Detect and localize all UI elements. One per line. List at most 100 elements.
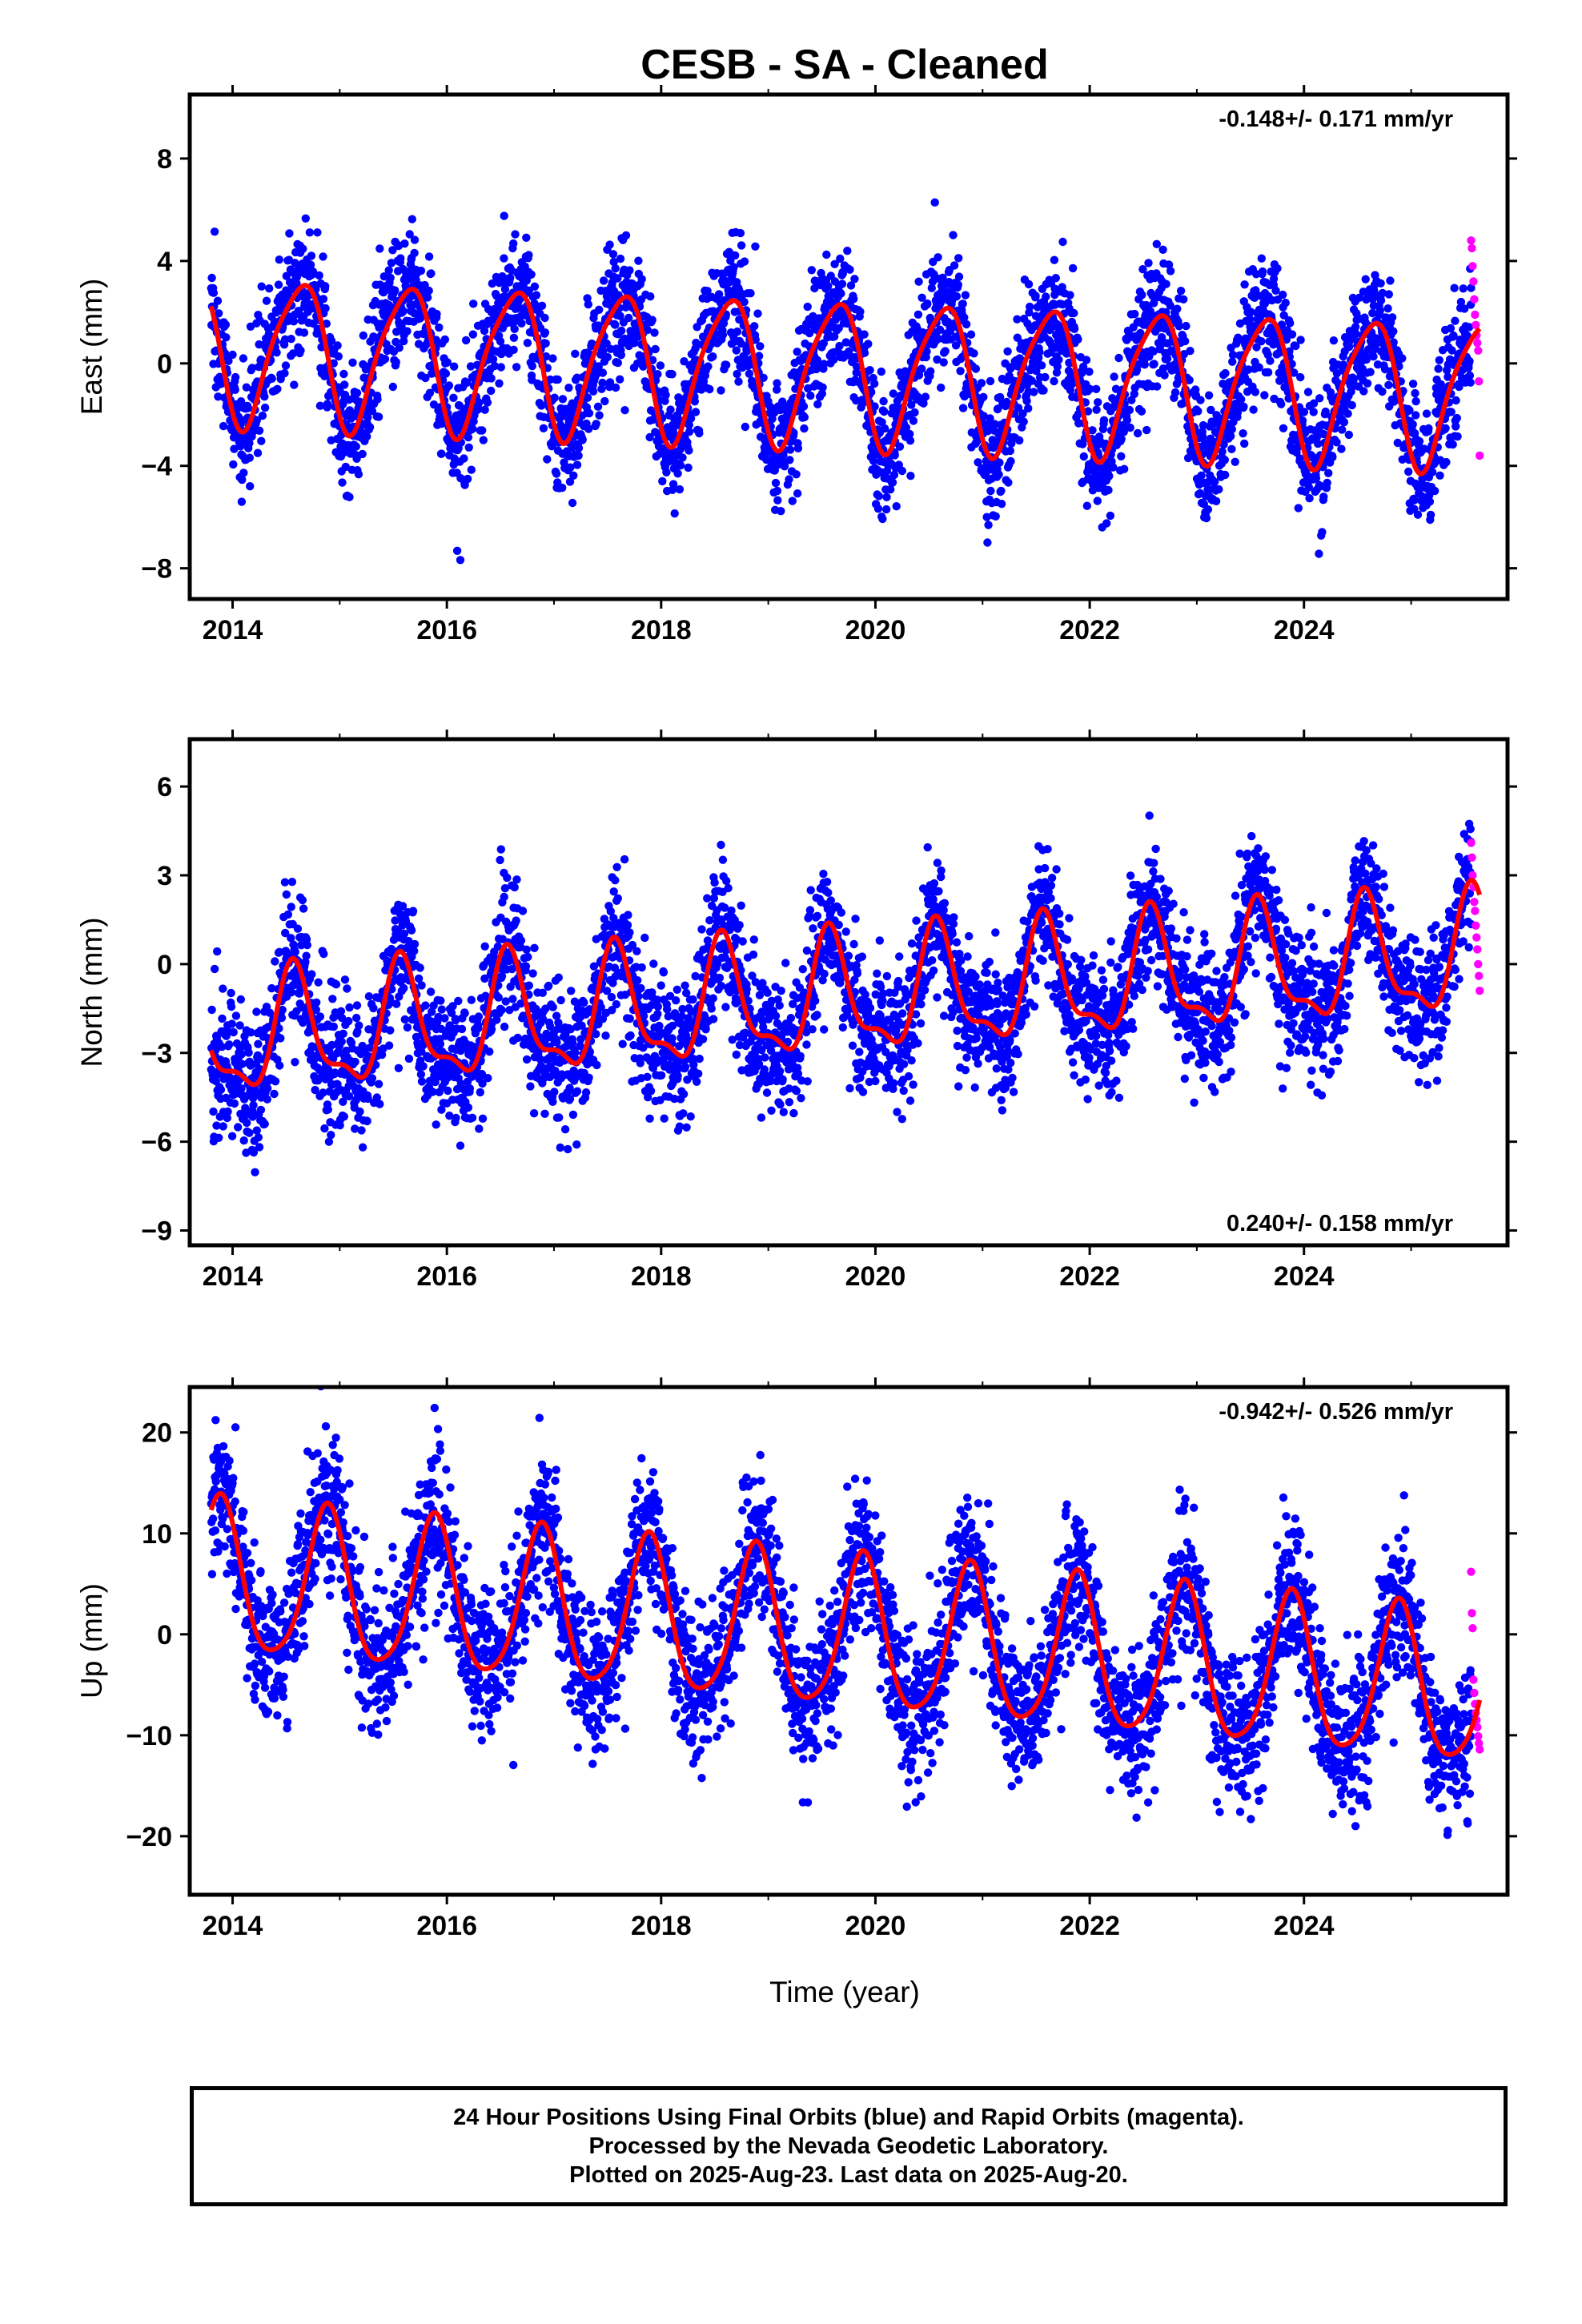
- data-point-final: [417, 1077, 427, 1086]
- data-point-final: [1181, 336, 1190, 346]
- data-point-final: [1257, 337, 1266, 346]
- data-point-final: [298, 895, 307, 905]
- data-point-final: [245, 1128, 254, 1137]
- data-point-final: [400, 983, 408, 993]
- data-point-final: [1024, 404, 1033, 413]
- rapid-orbits-points: [1467, 236, 1484, 460]
- data-point-final: [722, 360, 731, 369]
- data-point-final: [1058, 237, 1067, 247]
- data-point-final: [237, 497, 247, 506]
- data-point-final: [864, 340, 873, 348]
- data-point-final: [1074, 335, 1082, 344]
- data-point-final: [1228, 350, 1238, 360]
- data-point-final: [539, 424, 548, 432]
- data-point-final: [1411, 388, 1419, 398]
- plot-frame: [187, 92, 1510, 601]
- data-point-final: [1070, 308, 1078, 318]
- data-point-final: [1384, 380, 1393, 389]
- data-point-final: [1275, 376, 1284, 385]
- data-point-final: [213, 947, 222, 956]
- data-point-final: [1227, 444, 1236, 453]
- x-tick-label: 2016: [416, 615, 477, 645]
- x-tick-label: 2022: [1059, 615, 1120, 645]
- data-point-final: [745, 369, 754, 378]
- data-point-final: [733, 327, 742, 336]
- data-point-final: [594, 321, 603, 330]
- data-point-final: [717, 386, 725, 395]
- data-point-final: [410, 235, 420, 244]
- data-point-final: [650, 328, 659, 337]
- data-point-final: [460, 454, 468, 463]
- data-point-final: [246, 482, 255, 491]
- data-point-final: [244, 1048, 253, 1057]
- data-point-final: [1126, 423, 1134, 432]
- data-point-final: [611, 320, 620, 329]
- data-point-final: [323, 1105, 332, 1114]
- data-point-final: [247, 1028, 255, 1037]
- data-point-final: [1366, 368, 1375, 376]
- data-point-final: [593, 402, 603, 411]
- data-point-final: [365, 423, 375, 432]
- data-point-final: [1117, 452, 1126, 460]
- data-point-final: [467, 465, 476, 474]
- data-point-final: [1024, 279, 1034, 289]
- data-point-final: [282, 271, 291, 280]
- data-point-final: [852, 362, 861, 372]
- data-point-final: [937, 383, 946, 392]
- data-point-final: [616, 312, 624, 320]
- data-point-final: [553, 375, 562, 384]
- data-point-final: [662, 468, 671, 476]
- data-point-final: [1185, 376, 1194, 384]
- data-point-final: [1086, 384, 1094, 393]
- data-point-final: [934, 334, 943, 344]
- data-point-final: [238, 1059, 247, 1068]
- data-point-final: [480, 405, 489, 414]
- data-point-final: [966, 330, 976, 339]
- data-point-final: [1347, 387, 1355, 396]
- data-point-final: [1411, 411, 1420, 420]
- data-point-final: [550, 393, 559, 402]
- data-point-final: [1227, 432, 1235, 440]
- data-point-final: [1006, 446, 1015, 456]
- data-point-final: [1110, 372, 1118, 381]
- data-point-final: [882, 493, 891, 501]
- data-point-final: [1146, 307, 1155, 316]
- data-point-final: [1303, 388, 1313, 396]
- data-point-final: [1122, 416, 1132, 424]
- data-point-final: [329, 1022, 338, 1031]
- data-point-final: [939, 358, 948, 367]
- data-point-final: [954, 280, 963, 289]
- data-point-final: [656, 361, 665, 370]
- data-point-final: [1383, 304, 1392, 313]
- data-point-final: [230, 444, 239, 453]
- data-point-final: [1219, 440, 1228, 449]
- data-point-final: [1449, 331, 1458, 340]
- data-point-final: [236, 995, 245, 1004]
- data-point-final: [960, 313, 969, 322]
- data-point-final: [394, 1063, 404, 1073]
- data-point-final: [611, 264, 620, 273]
- data-point-final: [950, 261, 959, 270]
- data-point-final: [223, 1107, 232, 1116]
- data-point-final: [260, 403, 270, 412]
- data-point-final: [572, 460, 582, 469]
- data-point-final: [914, 371, 924, 380]
- data-point-final: [837, 289, 845, 298]
- data-point-final: [843, 247, 852, 255]
- data-point-final: [403, 1023, 412, 1032]
- data-point-final: [510, 324, 519, 333]
- data-point-final: [469, 300, 478, 308]
- data-point-final: [289, 317, 299, 326]
- data-point-final: [1405, 406, 1414, 415]
- data-point-final: [1363, 379, 1372, 388]
- data-point-final: [1239, 402, 1248, 411]
- data-point-final: [1050, 255, 1059, 264]
- data-point-final: [530, 282, 540, 291]
- data-point-final: [599, 276, 608, 285]
- data-point-final: [1202, 513, 1211, 523]
- data-point-final: [613, 358, 622, 368]
- data-point-final: [616, 326, 626, 336]
- data-point-final: [605, 378, 615, 387]
- data-point-final: [466, 362, 476, 371]
- data-point-final: [1092, 405, 1101, 414]
